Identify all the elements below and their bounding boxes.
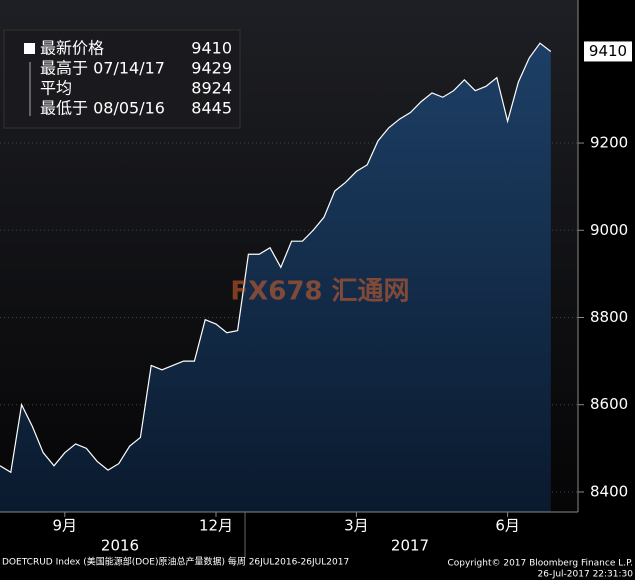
watermark: FX678 汇通网 (230, 277, 409, 307)
x-tick-label: 3月 (344, 517, 369, 535)
x-tick-label: 9月 (53, 517, 78, 535)
legend-value: 9429 (191, 59, 232, 78)
area-fill (0, 43, 551, 512)
legend-value: 9410 (191, 39, 232, 58)
legend-label: 最低于 08/05/16 (40, 99, 165, 118)
legend-label: 最新价格 (40, 39, 104, 58)
line (0, 42, 552, 474)
legend-label: 最高于 07/14/17 (40, 59, 165, 78)
x-tick-label: 12月 (199, 517, 233, 535)
y-tick-label: 9000 (590, 221, 628, 239)
x-tick-label: 6月 (495, 517, 520, 535)
legend-swatch (24, 43, 35, 54)
copyright: Copyright© 2017 Bloomberg Finance L.P. (448, 559, 633, 569)
year-label: 2016 (101, 537, 139, 555)
legend-box (3, 29, 241, 129)
last-value-label: 9410 (589, 42, 627, 60)
year-label: 2017 (391, 537, 429, 555)
legend-value: 8924 (191, 79, 232, 98)
legend-value: 8445 (191, 99, 232, 118)
y-tick-label: 8800 (590, 308, 628, 326)
timestamp: 26-Jul-2017 22:31:30 (538, 570, 634, 580)
y-tick-label: 8600 (590, 395, 628, 413)
y-tick-label: 8400 (590, 482, 628, 500)
footer-source: DOETCRUD Index (美国能源部(DOE)原油总产量数据) 每周 26… (2, 556, 349, 568)
legend-label: 平均 (40, 79, 72, 98)
y-tick-label: 9200 (590, 134, 628, 152)
last-value-box (584, 41, 632, 62)
